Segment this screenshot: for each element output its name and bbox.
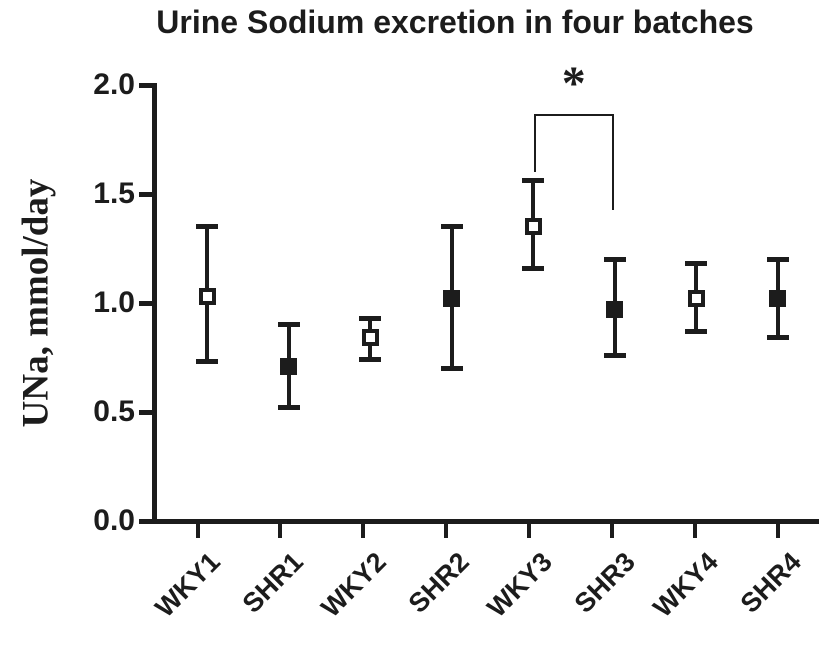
x-tick [361,524,366,538]
x-tick-label: WKY1 [149,546,227,623]
significance-asterisk: * [561,57,586,110]
x-tick-label: SHR2 [402,546,476,619]
errorbar-cap-top-SHR2 [440,224,463,230]
marker-WKY2 [361,329,379,347]
x-tick [775,524,780,538]
marker-WKY3 [524,218,542,236]
errorbar-cap-bottom-WKY3 [522,265,544,271]
x-tick [195,524,200,538]
y-tick [139,191,155,197]
x-axis-line [152,519,819,524]
errorbar-cap-bottom-WKY2 [359,357,381,363]
y-tick-label: 0.5 [93,395,135,428]
errorbar-cap-bottom-SHR2 [440,365,463,371]
errorbar-cap-bottom-WKY4 [685,328,707,334]
marker-SHR2 [443,290,460,308]
y-tick-label: 1.5 [93,177,135,210]
y-tick-label: 0.0 [93,504,135,537]
x-tick-label: WKY3 [481,546,558,623]
errorbar-cap-bottom-SHR1 [277,405,300,411]
errorbar-cap-top-WKY4 [685,261,707,267]
chart-title: Urine Sodium excretion in four batches [156,4,754,40]
errorbar-cap-bottom-WKY1 [196,359,218,365]
x-tick-label: SHR4 [734,546,807,619]
x-tick [692,524,697,538]
errorbar-cap-top-WKY1 [196,224,218,230]
y-axis-label: UNa, mmol/day [15,178,57,428]
x-tick-label: WKY2 [315,546,393,623]
significance-bracket-top [534,114,614,116]
marker-SHR1 [280,357,297,375]
errorbar-cap-bottom-SHR3 [603,352,626,358]
y-tick-label: 1.0 [93,286,135,319]
significance-bracket-left-leg [534,114,536,172]
x-tick-label: SHR3 [568,546,641,619]
x-tick-label: WKY4 [647,546,724,623]
errorbar-cap-top-WKY3 [522,178,544,184]
errorbar-cap-top-WKY2 [359,315,381,321]
y-tick [139,82,155,88]
y-tick [139,300,155,306]
x-tick [278,524,283,538]
marker-SHR3 [606,301,623,319]
errorbar-cap-top-SHR3 [603,256,626,262]
significance-bracket-right-leg [611,114,614,210]
errorbar-cap-bottom-SHR4 [766,335,789,341]
marker-WKY4 [687,290,705,308]
marker-SHR4 [769,290,786,308]
y-tick [139,409,155,415]
errorbar-cap-top-SHR1 [277,322,300,328]
x-tick [444,524,449,538]
x-tick-label: SHR1 [237,546,310,619]
errorbar-cap-top-SHR4 [766,256,789,262]
marker-WKY1 [198,287,216,305]
x-tick [527,524,532,538]
y-tick-label: 2.0 [93,68,135,101]
x-tick [610,524,614,538]
y-tick [139,518,155,524]
